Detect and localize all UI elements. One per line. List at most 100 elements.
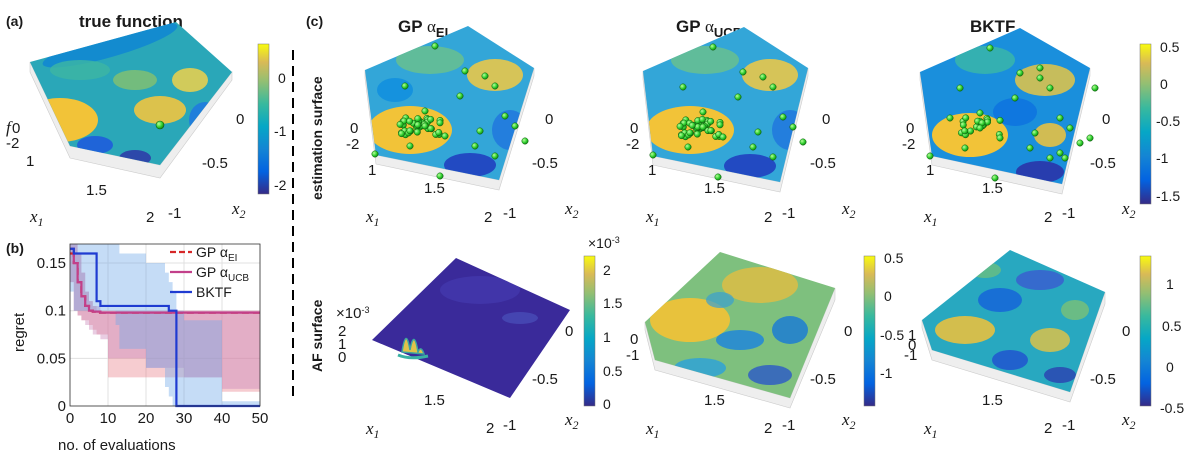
af-bktf-x1-tick-2: 2 [1044,420,1052,437]
est-bktf-x1-tick-0: 1 [926,162,934,179]
regret-axes-box [69,243,261,407]
sample-point [961,127,969,135]
est-gpucb-x2-label: x2 [841,199,856,221]
est-gpei-f-tick-1: -2 [346,136,359,153]
regret-bands [70,244,260,406]
sample-point [959,121,967,129]
sample-point [1076,139,1084,147]
af-gpei-x1-label: x1 [365,419,380,441]
colorbar-bktf-estimation [1139,43,1152,205]
surface-true-function [29,22,233,179]
sample-point [986,44,994,52]
est-gpucb-x2-tick-0: 0 [822,111,830,128]
sample-point [676,122,684,130]
regret-legend-label-1: GP αUCB [196,264,249,284]
sample-point [996,134,1004,142]
sample-point [1056,149,1064,157]
sample-point [707,127,715,134]
surface-estimation-gp-ucb [642,27,809,193]
regret-xtick-2: 20 [138,410,155,427]
sample-point [1091,84,1099,92]
cbar-af-ucb-tick-0: 0.5 [884,250,904,266]
sample-point [996,116,1004,124]
regret-legend-label-2: BKTF [196,284,232,300]
cbar-af-bktf-tick-1: 0.5 [1162,318,1182,334]
sample-point [749,143,757,151]
est-gpei-f-tick-0: 0 [350,120,358,137]
af-gpei-x2-tick-0: 0 [565,323,573,340]
cbar-af-ucb-tick-3: -1 [880,365,893,381]
title-gp-ei: GP αEI [398,17,448,40]
af-gpucb-x1-label: x1 [645,419,660,441]
regret-ytick-0: 0 [58,398,66,415]
regret-ytick-2: 0.1 [45,303,66,320]
sample-point [1066,124,1074,132]
af-gpei-x2-tick-1: -0.5 [532,371,558,388]
est-bktf-x2-tick-2: -1 [1062,205,1075,222]
cbar-af-ei-exp: ×10-3 [588,235,620,251]
af-gpucb-x2-label: x2 [841,410,856,432]
sample-point [396,120,404,128]
cbar-af-ei-tick-1: 1.5 [603,295,623,311]
sample-point [406,117,414,125]
sample-point [714,173,722,181]
sample-point [435,129,443,136]
sample-point [406,142,414,150]
cbar-af-bktf-tick-0: 1 [1166,276,1174,292]
af-gpucb-z-tick-1: -1 [626,347,639,364]
title-true-function: true function [79,12,183,31]
row-label-estimation: estimation surface [309,76,325,200]
surface-af-gp-ei [372,258,570,398]
colorbar-af-gp-ei [583,255,596,407]
est-bktf-x2-tick-0: 0 [1102,111,1110,128]
regret-lines [70,247,260,408]
sample-point [962,114,970,122]
panel-label-c: (c) [306,13,323,29]
cbar-bktf-est-tick-4: -1.5 [1156,188,1180,204]
af-gpucb-x2-tick-2: -1 [782,417,795,434]
est-bktf-f-tick-0: 0 [906,120,914,137]
sample-point [699,123,707,131]
sample-point [421,122,429,130]
sample-points-bktf [926,44,1099,182]
cbar-af-ei-tick-0: 2 [603,262,611,278]
af-gpucb-x1-tick-1: 1.5 [704,392,725,409]
est-gpei-x1-tick-1: 1.5 [424,180,445,197]
regret-xtick-5: 50 [252,410,269,427]
sample-point [414,115,422,123]
cbar-af-ucb-tick-1: 0 [884,288,892,304]
regret-xtick-1: 10 [100,410,117,427]
x1-tick-1: 1.5 [86,182,107,199]
sample-point [1046,154,1054,162]
sample-point [719,133,727,141]
sample-point [456,92,464,100]
af-bktf-z-tick-1: 0 [908,337,916,354]
x2-tick-0: 0 [236,111,244,128]
sample-point [709,43,717,51]
sample-point [401,82,409,90]
sample-point [946,114,954,122]
sample-point [976,124,984,132]
regret-legend-label-0: GP αEI [196,244,237,264]
sample-point [926,152,934,160]
sample-point [421,107,429,115]
sample-point [491,152,499,160]
est-gpei-x2-tick-1: -0.5 [532,155,558,172]
sample-point [716,121,724,129]
sample-point [1056,114,1064,122]
sample-point [707,117,715,125]
regret-xlabel: no. of evaluations [58,437,176,454]
sample-point [471,142,479,150]
est-gpei-x1-tick-0: 1 [368,162,376,179]
cbar-true-tick-2: -2 [274,177,287,193]
est-gpucb-x1-tick-1: 1.5 [704,180,725,197]
af-gpucb-x1-tick-2: 2 [764,420,772,437]
af-gpei-x2-tick-2: -1 [503,417,516,434]
sample-point [754,128,762,136]
af-gpei-z-exp: ×10-3 [336,305,369,322]
colorbar-af-gp-ucb [863,255,876,407]
sample-point [769,153,777,161]
sample-point [734,93,742,101]
est-gpucb-x1-label: x1 [645,207,660,229]
